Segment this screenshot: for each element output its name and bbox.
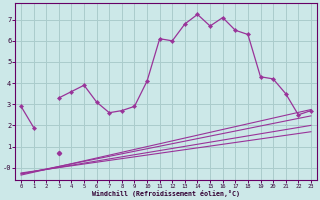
X-axis label: Windchill (Refroidissement éolien,°C): Windchill (Refroidissement éolien,°C) <box>92 190 240 197</box>
